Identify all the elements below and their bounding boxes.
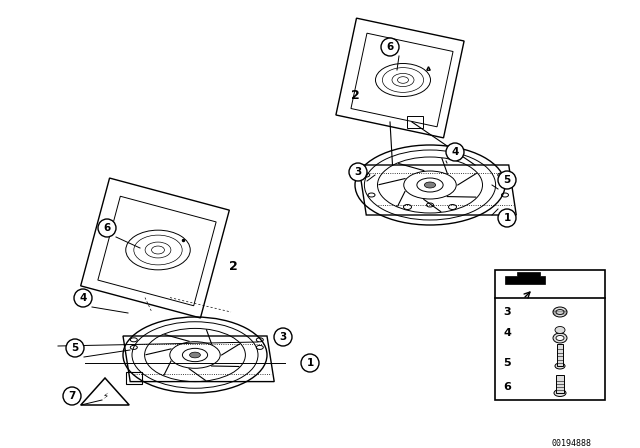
Text: 6: 6: [387, 42, 394, 52]
Circle shape: [66, 339, 84, 357]
Circle shape: [74, 289, 92, 307]
Ellipse shape: [555, 363, 565, 369]
Circle shape: [446, 143, 464, 161]
Ellipse shape: [553, 307, 567, 317]
Ellipse shape: [556, 336, 564, 340]
Text: 6: 6: [104, 223, 111, 233]
Circle shape: [498, 171, 516, 189]
Circle shape: [301, 354, 319, 372]
Ellipse shape: [556, 310, 564, 314]
Text: 3: 3: [355, 167, 362, 177]
Text: 2: 2: [351, 89, 360, 102]
Ellipse shape: [553, 333, 567, 343]
Text: ⚡: ⚡: [102, 392, 108, 401]
Text: 5: 5: [72, 343, 79, 353]
Text: 4: 4: [503, 328, 511, 338]
Circle shape: [274, 328, 292, 346]
Bar: [126, 372, 142, 384]
Circle shape: [63, 387, 81, 405]
Circle shape: [381, 38, 399, 56]
Text: 5: 5: [503, 358, 511, 368]
Text: 7: 7: [68, 391, 76, 401]
Circle shape: [349, 163, 367, 181]
Text: 4: 4: [79, 293, 86, 303]
Bar: [556, 375, 564, 393]
Text: 1: 1: [307, 358, 314, 368]
Circle shape: [98, 219, 116, 237]
Text: 5: 5: [504, 175, 511, 185]
Text: 6: 6: [503, 382, 511, 392]
Text: 3: 3: [280, 332, 287, 342]
Text: 3: 3: [503, 307, 511, 317]
Bar: [495, 270, 605, 400]
Ellipse shape: [189, 352, 200, 358]
Polygon shape: [505, 272, 545, 284]
Text: 1: 1: [504, 213, 511, 223]
Bar: [557, 344, 563, 366]
Text: 2: 2: [228, 260, 237, 273]
Ellipse shape: [424, 182, 436, 188]
Circle shape: [498, 209, 516, 227]
Ellipse shape: [554, 389, 566, 396]
Text: 4: 4: [451, 147, 459, 157]
Text: 00194888: 00194888: [552, 439, 592, 448]
Ellipse shape: [555, 327, 565, 333]
